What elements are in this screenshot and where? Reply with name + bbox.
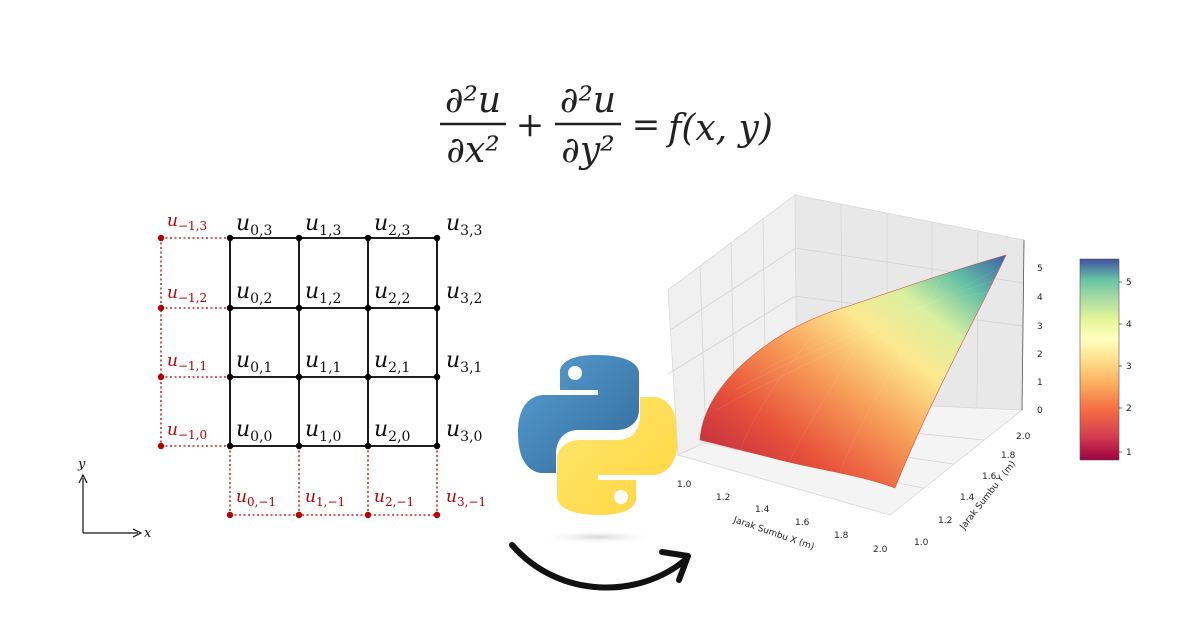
interior-labels: u0,3 u1,3 u2,3 u3,3 u0,2 u1,2 u2,2 u3,2 … bbox=[236, 211, 482, 445]
ghost-nodes bbox=[157, 234, 441, 519]
term2-denominator: ∂y² bbox=[561, 130, 614, 171]
ghost-node-label: u−1,3 bbox=[167, 211, 207, 233]
node-label: u1,3 bbox=[305, 211, 341, 239]
colorbar-tick: 3 bbox=[1126, 362, 1132, 372]
colorbar-tick: 4 bbox=[1126, 320, 1132, 330]
node-label: u0,0 bbox=[236, 417, 272, 445]
equation-rhs: f(x, y) bbox=[665, 108, 773, 149]
x-tick: 1.6 bbox=[795, 518, 810, 528]
colorbar: 1 2 3 4 5 bbox=[1079, 258, 1132, 461]
y-tick: 1.2 bbox=[938, 516, 952, 526]
finite-difference-grid: u0,3 u1,3 u2,3 u3,3 u0,2 u1,2 u2,2 u3,2 … bbox=[77, 211, 486, 541]
plus-sign: + bbox=[516, 105, 545, 145]
node-label: u2,2 bbox=[374, 279, 410, 307]
node-label: u2,0 bbox=[374, 417, 410, 445]
node-label: u2,1 bbox=[374, 348, 410, 376]
colorbar-tick: 1 bbox=[1126, 448, 1132, 458]
z-tick: 1 bbox=[1037, 378, 1043, 388]
node-label: u1,2 bbox=[305, 279, 341, 307]
y-tick: 1.8 bbox=[1001, 451, 1016, 461]
x-tick: 1.4 bbox=[755, 505, 770, 515]
node-label: u2,3 bbox=[374, 211, 410, 239]
colorbar-tick: 2 bbox=[1126, 404, 1132, 414]
grid-lines bbox=[229, 237, 438, 447]
axis-y-label: y bbox=[77, 457, 86, 472]
y-tick: 2.0 bbox=[1016, 432, 1031, 442]
solution-surface bbox=[699, 254, 1007, 489]
term2-numerator: ∂²u bbox=[560, 80, 616, 121]
node-label: u3,2 bbox=[446, 279, 482, 307]
node-label: u3,3 bbox=[446, 211, 482, 239]
y-tick: 1.6 bbox=[982, 472, 997, 482]
node-label: u0,1 bbox=[236, 348, 272, 376]
ghost-lines bbox=[160, 237, 438, 516]
ghost-node-label: u−1,2 bbox=[167, 283, 207, 305]
colorbar-gradient bbox=[1079, 258, 1120, 461]
node-label: u1,0 bbox=[305, 417, 341, 445]
x-tick: 2.0 bbox=[873, 545, 888, 555]
xy-axes-indicator: y x bbox=[77, 457, 152, 541]
equals-sign: = bbox=[632, 105, 661, 145]
ghost-node-label: u1,−1 bbox=[305, 487, 345, 509]
x-tick: 1.8 bbox=[834, 531, 849, 541]
node-label: u3,0 bbox=[446, 417, 482, 445]
ghost-labels: u−1,3 u−1,2 u−1,1 u−1,0 u0,−1 u1,−1 u2,−… bbox=[167, 211, 486, 509]
x-tick: 1.2 bbox=[716, 493, 730, 503]
term1-denominator: ∂x² bbox=[446, 130, 499, 171]
curved-arrow-icon bbox=[509, 542, 691, 591]
y-tick: 1.4 bbox=[960, 493, 975, 503]
poisson-equation: ∂²u ∂x² + ∂²u ∂y² = f(x, y) bbox=[440, 80, 773, 171]
surface-plot-3d: 0 1 2 3 4 5 1.0 1.2 1.4 1.6 1.8 2.0 Jara… bbox=[667, 194, 1043, 555]
ghost-node-label: u0,−1 bbox=[236, 487, 276, 509]
node-label: u0,2 bbox=[236, 279, 272, 307]
axis-x-label: x bbox=[144, 526, 152, 541]
z-axis: 0 1 2 3 4 5 bbox=[1021, 239, 1043, 416]
x-tick: 1.0 bbox=[677, 480, 692, 490]
z-tick: 2 bbox=[1037, 350, 1043, 360]
node-label: u3,1 bbox=[446, 348, 482, 376]
z-tick: 5 bbox=[1037, 264, 1043, 274]
python-logo-icon bbox=[518, 355, 678, 544]
surface-mesh bbox=[715, 267, 1001, 473]
term1-numerator: ∂²u bbox=[445, 80, 501, 121]
colorbar-tick: 5 bbox=[1126, 278, 1132, 288]
node-label: u1,1 bbox=[305, 348, 341, 376]
ghost-node-label: u−1,0 bbox=[167, 420, 207, 442]
node-label: u0,3 bbox=[236, 211, 272, 239]
z-tick: 0 bbox=[1037, 406, 1043, 416]
z-tick: 3 bbox=[1037, 322, 1043, 332]
grid-nodes bbox=[226, 234, 441, 450]
ghost-node-label: u−1,1 bbox=[167, 351, 207, 373]
z-tick: 4 bbox=[1037, 293, 1043, 303]
ghost-node-label: u3,−1 bbox=[446, 487, 486, 509]
y-tick: 1.0 bbox=[914, 538, 929, 548]
ghost-node-label: u2,−1 bbox=[374, 487, 414, 509]
